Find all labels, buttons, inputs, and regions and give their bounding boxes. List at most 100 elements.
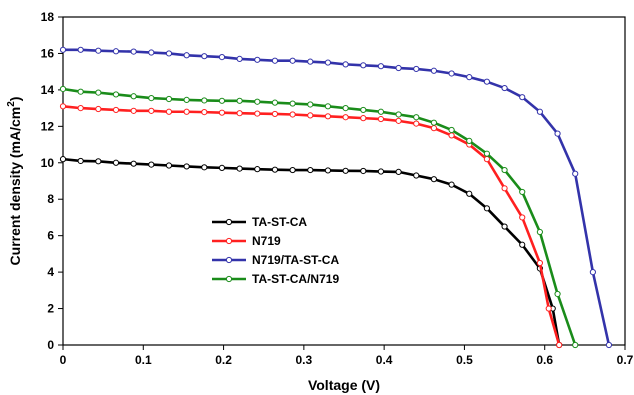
series-2-point (430, 125, 438, 132)
series-4-point (554, 290, 561, 298)
series-3-point (554, 130, 561, 137)
series-1-point (218, 164, 226, 171)
series-1-point (289, 166, 296, 174)
series-3-point (271, 57, 279, 64)
series-4-point (307, 101, 314, 108)
series-1-point (430, 176, 438, 183)
legend-marker (225, 237, 233, 245)
series-4-point (519, 188, 526, 196)
y-axis-title-close: ) (7, 97, 23, 102)
series-3-point (395, 64, 402, 72)
series-4-point (536, 228, 544, 236)
series-2-point (236, 110, 243, 117)
x-tick-label: 0 (60, 353, 67, 367)
series-1-point (59, 156, 67, 163)
series-2-point (556, 341, 563, 349)
x-tick-label: 0.6 (536, 353, 553, 367)
series-1-point (324, 167, 332, 174)
series-2-point (342, 114, 349, 121)
x-tick-label: 0.3 (296, 353, 313, 367)
legend-label: N719 (252, 234, 281, 248)
series-4-point (148, 94, 155, 102)
y-axis-title-main: Current density (mA/cm (7, 107, 23, 266)
series-1-point (395, 168, 402, 175)
series-1-point (466, 190, 473, 197)
series-4-point (130, 93, 137, 100)
series-line-4 (62, 87, 577, 346)
legend-label: TA-ST-CA (252, 215, 307, 229)
series-1-point (130, 160, 137, 167)
series-4-point (377, 108, 385, 115)
series-3-point (95, 47, 102, 54)
series-2-point (289, 111, 296, 118)
series-1-point (342, 167, 349, 174)
series-3-point (112, 48, 120, 55)
series-3-point (59, 46, 67, 53)
series-2-point (218, 109, 226, 116)
series-1-point (448, 181, 455, 188)
series-1-point (77, 157, 84, 165)
legend: TA-ST-CA N719 N719/TA-ST-CA TA-ST-CA/N719 (212, 215, 339, 286)
series-3-point (483, 78, 491, 85)
series-2-point (483, 156, 491, 163)
series-1-point (236, 165, 243, 172)
series-3-point (77, 46, 84, 53)
series-1-point (165, 162, 173, 169)
series-2-point (448, 132, 455, 139)
y-tick-label: 10 (41, 156, 55, 170)
series-3-point (448, 70, 455, 77)
series-2-point (360, 115, 367, 122)
series-2-point (271, 110, 279, 118)
series-1-point (254, 166, 261, 173)
series-3-point (589, 269, 596, 276)
y-tick-label: 0 (47, 338, 54, 352)
x-tick-label: 0.7 (617, 353, 634, 367)
series-4-point (183, 96, 190, 104)
series-3-point (289, 57, 296, 64)
series-1-point (112, 159, 120, 166)
series-4-point (218, 97, 226, 104)
series-3-point (148, 49, 155, 56)
y-tick-label: 18 (41, 10, 55, 24)
plot-frame (62, 16, 626, 346)
series-2-point (59, 103, 67, 110)
series-1-point (413, 172, 420, 179)
series-4-point (289, 100, 296, 107)
y-axis-title: Current density (mA/cm2) (6, 97, 23, 266)
y-ticks: 0 2 4 6 8 10 12 14 16 18 (41, 10, 63, 352)
series-4-point (448, 126, 455, 134)
series-2-point (377, 115, 385, 123)
y-tick-label: 8 (47, 192, 54, 206)
series-4-point (59, 85, 67, 93)
series-3-point (254, 56, 261, 63)
series-3-point (536, 108, 544, 115)
series-2-point (130, 107, 137, 114)
series-4-point (112, 91, 120, 98)
x-tick-label: 0.4 (376, 353, 393, 367)
series-2-point (77, 105, 84, 112)
series-3-point (324, 59, 332, 66)
legend-marker (225, 275, 233, 283)
series-4-point (342, 105, 349, 112)
series-3-point (572, 170, 579, 177)
series-4-point (430, 119, 438, 126)
series-4-point (95, 89, 102, 96)
series-4-point (483, 150, 491, 157)
series-4-point (413, 114, 420, 121)
series-3-point (377, 63, 385, 70)
series-1-point (95, 158, 102, 165)
series-2-point (545, 305, 552, 312)
series-3-point (430, 67, 438, 74)
series-2-point (201, 109, 208, 116)
series-4-point (165, 95, 173, 103)
y-axis-title-sup: 2 (6, 101, 17, 107)
x-tick-label: 0.2 (215, 353, 232, 367)
series-3-point (413, 65, 420, 73)
series-1-point (519, 241, 526, 248)
series-4-point (271, 99, 279, 106)
series-3-point (130, 48, 137, 55)
series-line-3 (63, 48, 611, 346)
series-4-point (236, 97, 243, 104)
series-4-point (77, 88, 84, 95)
x-tick-label: 0.1 (135, 353, 152, 367)
